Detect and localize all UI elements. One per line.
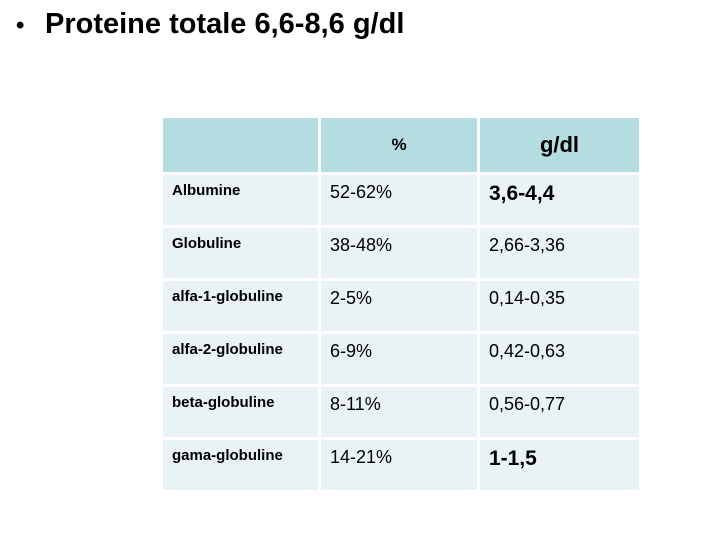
protein-fractions-table: % g/dl Albumine 52-62% 3,6-4,4 Globuline… bbox=[163, 118, 639, 490]
slide-title-text: Proteine totale 6,6-8,6 g/dl bbox=[45, 8, 405, 40]
gdl-value: 1-1,5 bbox=[480, 440, 639, 490]
gdl-value: 2,66-3,36 bbox=[480, 228, 639, 278]
row-label: Albumine bbox=[163, 175, 318, 225]
table-row: Globuline 38-48% 2,66-3,36 bbox=[163, 228, 639, 278]
gdl-value: 0,56-0,77 bbox=[480, 387, 639, 437]
percent-value: 2-5% bbox=[321, 281, 477, 331]
gdl-value: 0,14-0,35 bbox=[480, 281, 639, 331]
bullet-marker: • bbox=[16, 12, 25, 39]
percent-value: 8-11% bbox=[321, 387, 477, 437]
percent-value: 6-9% bbox=[321, 334, 477, 384]
header-cell-percent: % bbox=[321, 118, 477, 172]
table-row: alfa-1-globuline 2-5% 0,14-0,35 bbox=[163, 281, 639, 331]
table-row: gama-globuline 14-21% 1-1,5 bbox=[163, 440, 639, 490]
row-label: gama-globuline bbox=[163, 440, 318, 490]
header-cell-gdl: g/dl bbox=[480, 118, 639, 172]
table-row: beta-globuline 8-11% 0,56-0,77 bbox=[163, 387, 639, 437]
table-header-row: % g/dl bbox=[163, 118, 639, 172]
table-row: Albumine 52-62% 3,6-4,4 bbox=[163, 175, 639, 225]
percent-value: 14-21% bbox=[321, 440, 477, 490]
gdl-value: 3,6-4,4 bbox=[480, 175, 639, 225]
row-label: alfa-2-globuline bbox=[163, 334, 318, 384]
row-label: beta-globuline bbox=[163, 387, 318, 437]
percent-value: 52-62% bbox=[321, 175, 477, 225]
table-row: alfa-2-globuline 6-9% 0,42-0,63 bbox=[163, 334, 639, 384]
header-cell-empty bbox=[163, 118, 318, 172]
row-label: alfa-1-globuline bbox=[163, 281, 318, 331]
percent-value: 38-48% bbox=[321, 228, 477, 278]
gdl-value: 0,42-0,63 bbox=[480, 334, 639, 384]
row-label: Globuline bbox=[163, 228, 318, 278]
slide-title: • Proteine totale 6,6-8,6 g/dl bbox=[16, 8, 404, 41]
